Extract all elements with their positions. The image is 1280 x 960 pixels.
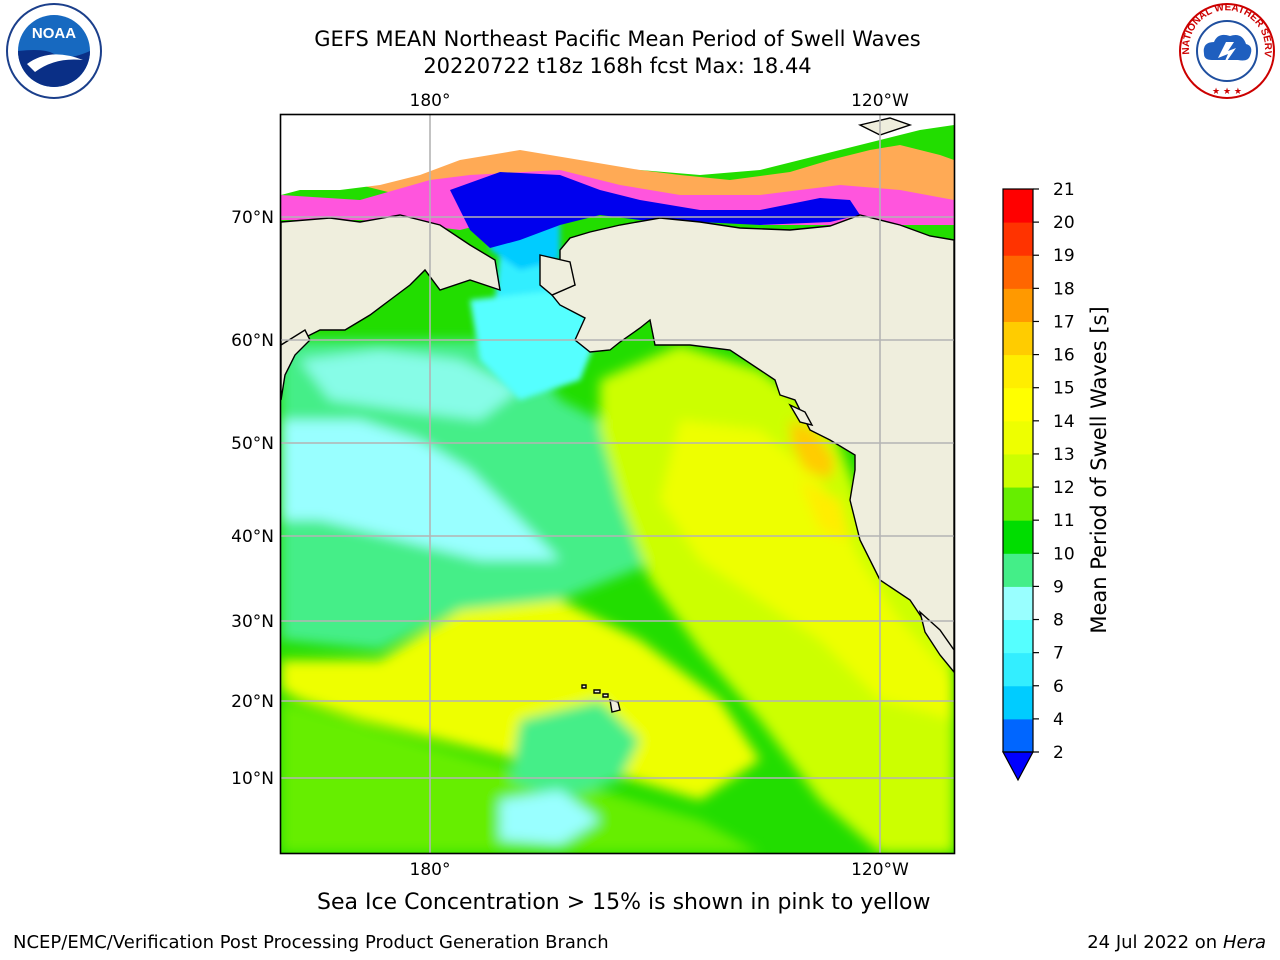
lat-label-10n: 10°N <box>231 769 274 789</box>
footer-date-text: 24 Jul 2022 on <box>1087 932 1223 953</box>
colorbar-tick-label: 17 <box>1053 312 1075 332</box>
colorbar-segment <box>1003 487 1033 521</box>
colorbar-label: Mean Period of Swell Waves [s] <box>1087 306 1111 633</box>
land-hawaii-small2 <box>593 689 601 694</box>
colorbar-segment <box>1003 553 1033 587</box>
field-8-9s-bering <box>300 350 520 420</box>
colorbar-under-triangle <box>1001 751 1035 782</box>
field-15s-coast <box>800 480 850 540</box>
colorbar-segment <box>1003 453 1033 488</box>
colorbar-frame <box>1002 188 1034 753</box>
svg-text:★ ★ ★: ★ ★ ★ <box>1212 87 1242 97</box>
colorbar-tick-label: 18 <box>1053 279 1075 299</box>
land-kamchatka <box>281 328 311 401</box>
land-seward <box>539 254 576 296</box>
nws-logo: NATIONAL WEATHER SERVICE ★ ★ ★ <box>1178 2 1275 99</box>
footer-credit: NCEP/EMC/Verification Post Processing Pr… <box>13 932 609 953</box>
colorbar-tick-label: 21 <box>1053 180 1075 200</box>
field-8-9s-west <box>281 420 560 560</box>
colorbar-ticks: 2 4 6 7 8 9 10 11 12 13 14 15 16 17 18 19 20 21 <box>1033 180 1075 763</box>
colorbar-tick-label: 19 <box>1053 246 1075 266</box>
land-baja <box>918 609 954 674</box>
field-13-14s-subtropics <box>281 600 760 800</box>
noaa-logo-text: NOAA <box>32 25 76 42</box>
field-7s-norton <box>470 290 600 400</box>
colorbar-tick-label: 4 <box>1053 710 1064 730</box>
bottom-lon-label-180: 180° <box>410 860 451 880</box>
colorbar-tick-label: 13 <box>1053 445 1075 465</box>
colorbar-tick-label: 10 <box>1053 544 1075 564</box>
colorbar-segment <box>1003 520 1033 554</box>
lat-label-60n: 60°N <box>231 331 274 351</box>
colorbar-tick-label: 11 <box>1053 511 1075 531</box>
colorbar-segment <box>1003 420 1033 455</box>
landmass <box>281 115 954 713</box>
colorbar-tick-label: 20 <box>1053 213 1075 233</box>
lat-label-20n: 20°N <box>231 692 274 712</box>
colorbar-segment <box>1003 619 1033 654</box>
land-hawaii-small3 <box>602 693 609 698</box>
colorbar-segment <box>1003 354 1033 389</box>
sea-ice-note: Sea Ice Concentration > 15% is shown in … <box>317 890 931 915</box>
bottom-lon-label-120w: 120°W <box>851 860 909 880</box>
colorbar-segment <box>1003 685 1033 720</box>
colorbar-tick-label: 2 <box>1053 743 1064 763</box>
colorbar-segment <box>1003 586 1033 621</box>
land-siberia <box>281 115 954 195</box>
map-frame <box>279 113 956 855</box>
colorbar-tick-label: 6 <box>1053 677 1064 697</box>
footer-date: 24 Jul 2022 on Hera <box>1087 932 1266 953</box>
top-lon-label-180: 180° <box>410 91 451 111</box>
colorbar-tick-label: 8 <box>1053 611 1064 631</box>
chart-title: GEFS MEAN Northeast Pacific Mean Period … <box>314 27 921 51</box>
land-vancouver <box>788 403 814 427</box>
colorbar-segment <box>1003 255 1033 289</box>
field-16s-coast <box>790 420 835 480</box>
colorbar-tick-label: 7 <box>1053 644 1064 664</box>
sea-ice-blue <box>450 172 860 248</box>
land-alaska <box>550 214 954 662</box>
field-8s-equator <box>500 790 600 845</box>
colorbar-segment <box>1003 718 1033 753</box>
colorbar-segment <box>1003 652 1033 687</box>
lat-label-40n: 40°N <box>231 527 274 547</box>
land-hawaii-small1 <box>581 684 587 689</box>
colorbar-segment <box>1003 321 1033 356</box>
colorbar-tick-label: 9 <box>1053 577 1064 597</box>
graticule <box>281 115 954 853</box>
lat-label-70n: 70°N <box>231 208 274 228</box>
colorbar-tick-label: 15 <box>1053 379 1075 399</box>
top-lon-label-120w: 120°W <box>851 91 909 111</box>
colorbar-segment <box>1003 189 1033 223</box>
land-chukotka <box>281 214 501 346</box>
colorbar-segment <box>1003 288 1033 322</box>
field-9s-equator <box>510 700 640 800</box>
footer-host: Hera <box>1222 932 1266 953</box>
colorbar-segment <box>1003 222 1033 256</box>
lat-label-50n: 50°N <box>231 434 274 454</box>
colorbar-tick-label: 14 <box>1053 412 1075 432</box>
lat-label-30n: 30°N <box>231 612 274 632</box>
colorbar-segment <box>1003 387 1033 422</box>
noaa-logo: NOAA <box>6 3 102 99</box>
chart-subtitle: 20220722 t18z 168h fcst Max: 18.44 <box>423 54 812 78</box>
colorbar-segments <box>1003 189 1033 753</box>
colorbar-tick-label: 16 <box>1053 346 1075 366</box>
colorbar-tick-label: 12 <box>1053 478 1075 498</box>
